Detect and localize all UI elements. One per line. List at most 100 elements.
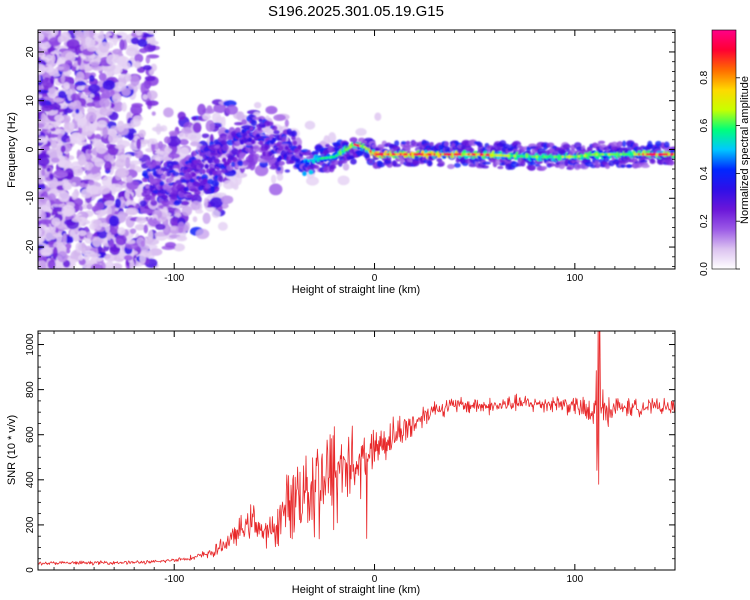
spectrogram-core-cell <box>405 153 408 156</box>
spectrogram-cell <box>105 261 115 269</box>
y-tick-label: 1000 <box>25 333 36 356</box>
spectrogram-ridge-cell <box>308 169 314 175</box>
spectrogram-cell <box>173 200 181 206</box>
spectrogram-cell <box>105 32 113 41</box>
spectrogram-core-cell <box>573 155 577 159</box>
spectrogram-cell <box>116 56 124 66</box>
spectrogram-core-cell <box>615 153 619 156</box>
spectrogram-core-cell <box>367 148 370 152</box>
spectrogram-core-cell <box>503 154 506 157</box>
spectrogram-cell <box>47 259 56 269</box>
spectrogram-core-cell <box>443 153 446 156</box>
spectrogram-core-cell <box>335 154 338 157</box>
spectrogram-core-cell <box>549 155 553 159</box>
spectrogram-cell <box>217 221 228 231</box>
spectrogram-core-cell <box>625 153 629 156</box>
spectrogram-cell <box>52 97 64 103</box>
spectrogram-cell <box>151 111 156 116</box>
spectrogram-cell <box>95 210 109 215</box>
spectrogram-cell <box>46 167 51 172</box>
spectrogram-core-cell <box>533 155 536 159</box>
spectrogram-ridge-cell <box>191 172 197 178</box>
spectrogram-cell <box>258 138 265 142</box>
spectrogram-cell <box>211 209 221 219</box>
spectrogram-ridge-cell <box>161 174 166 180</box>
spectrogram-cell <box>94 202 105 211</box>
spectrogram-cell <box>83 253 91 261</box>
spectrogram-core-cell <box>577 155 581 158</box>
spectrogram-cell <box>209 134 214 144</box>
spectrogram-core-cell <box>567 155 571 159</box>
spectrogram-cell <box>91 166 99 175</box>
spectrogram-core-cell <box>449 153 452 156</box>
spectrogram-cell <box>138 48 148 54</box>
spectrogram-cell <box>526 150 532 155</box>
spectrogram-core-cell <box>435 153 438 156</box>
spectrogram-core-cell <box>341 150 344 154</box>
spectrogram-cell <box>40 145 50 152</box>
spectrogram-core-cell <box>623 153 627 156</box>
x-tick-label: 0 <box>372 574 378 585</box>
spectrogram-core-cell <box>459 153 462 156</box>
spectrogram-cell <box>220 139 228 146</box>
spectrogram-cell <box>151 126 165 132</box>
spectrogram-cell <box>68 121 75 131</box>
spectrogram-cell <box>284 119 289 127</box>
spectrogram-cell <box>77 31 85 38</box>
spectrogram-core-cell <box>325 156 328 159</box>
spectrogram-cell <box>130 75 140 87</box>
spectrogram-cell <box>56 66 65 71</box>
spectrogram-cell <box>127 204 135 209</box>
spectrogram-cell <box>124 189 130 200</box>
spectrogram-cell <box>40 112 46 123</box>
spectrogram-cell <box>148 164 154 170</box>
y-tick-label: 0 <box>25 567 36 573</box>
spectrogram-core-cell <box>619 153 623 156</box>
spectrogram-core-cell <box>339 151 342 155</box>
spectrogram-core-cell <box>639 153 643 156</box>
spectrogram-core-cell <box>467 153 470 156</box>
spectrogram-core-cell <box>483 153 486 156</box>
spectrogram-cell <box>119 39 125 51</box>
spectrogram-cell <box>83 57 92 62</box>
spectrogram-cell <box>187 130 202 142</box>
spectrogram-core-cell <box>547 155 551 159</box>
y-tick-label: -20 <box>25 239 36 254</box>
spectrogram-cell <box>205 120 215 132</box>
spectrogram-cell <box>328 132 337 144</box>
spectrogram-cell <box>89 93 95 98</box>
spectrogram-core-cell <box>389 153 392 156</box>
spectrogram-core-cell <box>357 144 360 147</box>
spectrogram-cell <box>149 138 158 145</box>
spectrogram-cell <box>45 230 58 240</box>
spectrogram-cell <box>245 142 253 146</box>
spectrogram-cell <box>71 110 83 120</box>
spectrogram-cell <box>93 172 102 181</box>
spectrogram-cell <box>222 144 229 152</box>
spectrogram-cell <box>155 223 166 230</box>
spectrogram-cell <box>78 205 83 212</box>
spectrogram-cell <box>99 222 109 228</box>
spectrogram-core-cell <box>385 153 388 156</box>
spectrogram-core-cell <box>513 154 516 158</box>
spectrogram-cell <box>117 211 127 223</box>
spectrogram-cell <box>143 175 150 179</box>
spectrogram-core-cell <box>559 155 563 159</box>
spectrogram-core-cell <box>463 153 466 156</box>
spectrogram-core-cell <box>669 153 673 156</box>
spectrogram-cell <box>145 55 151 64</box>
spectrogram-core-cell <box>565 155 569 159</box>
spectrogram-cell <box>86 253 101 258</box>
spectrogram-cell <box>468 139 478 147</box>
spectrogram-cell <box>43 225 53 232</box>
spectrogram-core-cell <box>655 153 659 156</box>
spectrogram-ridge-cell <box>297 144 302 150</box>
spectrogram-cell <box>178 227 184 234</box>
spectrogram-cell <box>211 179 220 187</box>
spectrogram-cell <box>236 111 245 122</box>
spectrogram-cell <box>108 215 120 227</box>
spectrogram-cell <box>393 163 402 167</box>
spectrogram-cell <box>215 169 222 177</box>
spectrogram-cell <box>218 175 224 183</box>
